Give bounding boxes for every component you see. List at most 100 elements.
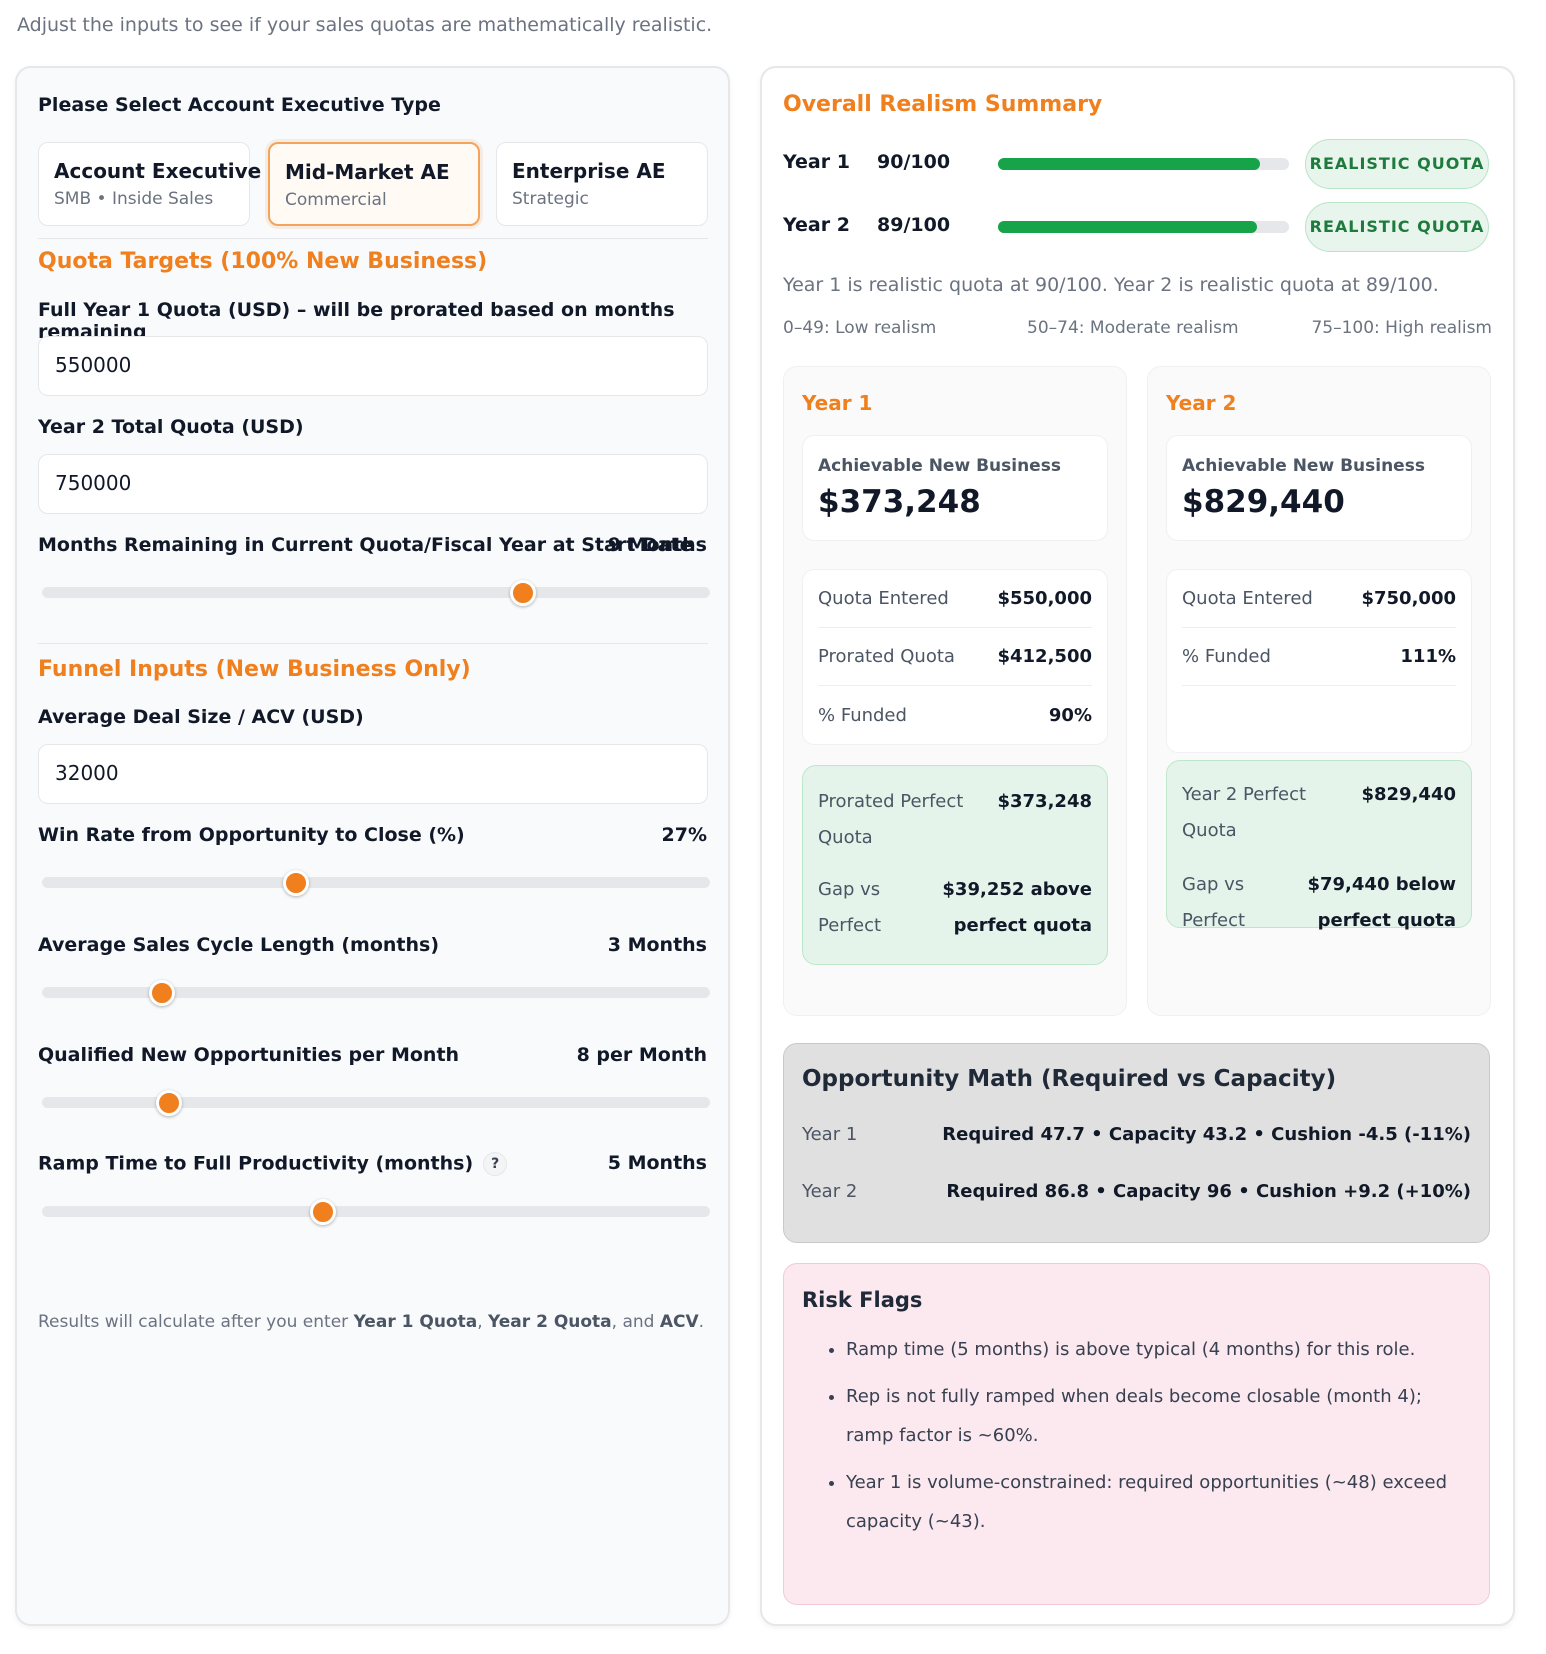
- ae-option-enterprise[interactable]: Enterprise AE Strategic: [496, 142, 708, 226]
- ae-option-title: Account Executive: [54, 159, 262, 183]
- metric-value: $750,000: [1361, 588, 1456, 609]
- risk-item: Rep is not fully ramped when deals becom…: [846, 1377, 1456, 1455]
- risk-item: Ramp time (5 months) is above typical (4…: [846, 1330, 1456, 1369]
- metric-key: % Funded: [818, 704, 907, 726]
- win-rate-label: Win Rate from Opportunity to Close (%): [38, 824, 465, 846]
- sales-cycle-label: Average Sales Cycle Length (months): [38, 934, 440, 956]
- opp-value: Required 86.8 • Capacity 96 • Cushion +9…: [946, 1181, 1471, 1202]
- acv-input[interactable]: 32000: [38, 744, 708, 804]
- risk-flags-title: Risk Flags: [802, 1288, 923, 1312]
- perfect-value: $373,248: [997, 791, 1092, 812]
- slider-thumb[interactable]: [155, 1090, 182, 1116]
- summary-title: Overall Realism Summary: [783, 92, 1103, 117]
- note-acv: ACV: [659, 1312, 699, 1332]
- divider: [38, 238, 708, 239]
- metric-key: % Funded: [1182, 646, 1271, 667]
- year1-achievable-card: Achievable New Business $373,248: [802, 435, 1108, 541]
- score-value: 89/100: [877, 214, 951, 236]
- year1-quota-input[interactable]: 550000: [38, 336, 708, 396]
- win-rate-value: 27%: [661, 824, 707, 846]
- ae-option-account-executive[interactable]: Account Executive SMB • Inside Sales: [38, 142, 262, 226]
- opp-year: Year 1: [802, 1124, 858, 1145]
- risk-item: Year 1 is volume-constrained: required o…: [846, 1463, 1456, 1541]
- acv-label: Average Deal Size / ACV (USD): [38, 706, 364, 728]
- metric-key: Prorated Quota: [818, 646, 955, 667]
- gap-value: $79,440 below perfect quota: [1307, 874, 1456, 931]
- risk-flags-card: Risk Flags Ramp time (5 months) is above…: [783, 1263, 1490, 1605]
- ramp-time-slider[interactable]: [42, 1199, 710, 1225]
- ae-option-subtitle: SMB • Inside Sales: [54, 189, 214, 209]
- slider-thumb[interactable]: [282, 870, 309, 896]
- summary-text: Year 1 is realistic quota at 90/100. Yea…: [783, 274, 1439, 296]
- year1-metrics-card: Quota Entered $550,000 Prorated Quota $4…: [802, 569, 1108, 745]
- metric-value: 111%: [1400, 646, 1456, 667]
- note-text: Results will calculate after you enter: [38, 1312, 354, 1332]
- sales-cycle-slider[interactable]: [42, 980, 710, 1006]
- metric-value: $550,000: [997, 588, 1092, 609]
- perfect-key: Year 2 Perfect Quota: [1182, 784, 1307, 841]
- help-icon[interactable]: ?: [483, 1152, 508, 1176]
- note-year2: Year 2 Quota: [488, 1312, 612, 1332]
- ramp-time-label: Ramp Time to Full Productivity (months): [38, 1152, 474, 1175]
- perfect-row: Year 2 Perfect Quota $829,440: [1182, 777, 1456, 849]
- score-bar: [998, 221, 1289, 233]
- opp-year: Year 2: [802, 1181, 858, 1202]
- results-panel: Overall Realism Summary Year 1 90/100 RE…: [760, 66, 1515, 1626]
- divider: [38, 643, 708, 644]
- year1-column: Year 1 Achievable New Business $373,248 …: [783, 366, 1127, 1016]
- metric-row: Quota Entered $550,000: [818, 570, 1092, 628]
- note-year1: Year 1 Quota: [353, 1312, 478, 1332]
- opps-per-month-slider[interactable]: [42, 1090, 710, 1116]
- ramp-time-label-row: Ramp Time to Full Productivity (months)?: [38, 1152, 508, 1176]
- year1-perfect-card: Prorated Perfect Quota $373,248 Gap vs Per…: [802, 765, 1108, 965]
- year2-quota-label: Year 2 Total Quota (USD): [38, 416, 304, 438]
- year2-column: Year 2 Achievable New Business $829,440 …: [1147, 366, 1491, 1016]
- metric-key: Quota Entered: [1182, 588, 1313, 609]
- note-text: , and: [611, 1312, 660, 1332]
- metric-value: 90%: [1048, 704, 1092, 726]
- slider-thumb[interactable]: [309, 1199, 336, 1225]
- legend-high: 75–100: High realism: [1311, 318, 1492, 338]
- sales-cycle-value: 3 Months: [607, 934, 707, 956]
- score-bar-fill: [998, 158, 1260, 170]
- ae-option-subtitle: Commercial: [285, 190, 387, 210]
- page-intro: Adjust the inputs to see if your sales q…: [17, 14, 713, 36]
- risk-list: Ramp time (5 months) is above typical (4…: [826, 1330, 1456, 1549]
- note-text: .: [698, 1312, 705, 1332]
- ae-type-heading: Please Select Account Executive Type: [38, 94, 441, 116]
- year2-quota-input[interactable]: 750000: [38, 454, 708, 514]
- gap-value: $39,252 above perfect quota: [942, 879, 1092, 936]
- year2-title: Year 2: [1166, 391, 1237, 415]
- score-value: 90/100: [877, 151, 951, 173]
- achievable-label: Achievable New Business: [1182, 456, 1425, 476]
- ae-option-subtitle: Strategic: [512, 189, 589, 209]
- score-bar: [998, 158, 1289, 170]
- metric-row: Prorated Quota $412,500: [818, 628, 1092, 686]
- score-year: Year 1: [783, 151, 850, 173]
- win-rate-slider[interactable]: [42, 870, 710, 896]
- calculation-note: Results will calculate after you enter Y…: [38, 1312, 704, 1332]
- achievable-label: Achievable New Business: [818, 456, 1061, 476]
- metric-row: % Funded 90%: [818, 686, 1092, 744]
- slider-thumb[interactable]: [149, 980, 176, 1006]
- score-bar-fill: [998, 221, 1257, 233]
- realism-badge: REALISTIC QUOTA: [1305, 202, 1489, 252]
- perfect-value: $829,440: [1361, 784, 1456, 805]
- achievable-value: $829,440: [1182, 484, 1345, 520]
- ae-option-title: Enterprise AE: [512, 159, 666, 183]
- ae-option-title: Mid-Market AE: [285, 160, 450, 184]
- realism-badge: REALISTIC QUOTA: [1305, 139, 1489, 189]
- slider-thumb[interactable]: [509, 580, 536, 606]
- ae-option-mid-market[interactable]: Mid-Market AE Commercial: [268, 142, 480, 226]
- legend-low: 0–49: Low realism: [783, 318, 937, 338]
- months-remaining-slider[interactable]: [42, 580, 710, 606]
- months-remaining-value: 9 Months: [607, 534, 707, 556]
- gap-row: Gap vs Perfect $79,440 below perfect quota: [1182, 867, 1456, 939]
- year2-achievable-card: Achievable New Business $829,440: [1166, 435, 1472, 541]
- metric-row: Quota Entered $750,000: [1182, 570, 1456, 628]
- gap-key: Gap vs Perfect: [1182, 874, 1246, 931]
- metric-value: $412,500: [997, 646, 1092, 667]
- opportunity-math-card: Opportunity Math (Required vs Capacity) …: [783, 1043, 1490, 1243]
- metric-row: % Funded 111%: [1182, 628, 1456, 686]
- perfect-key: Prorated Perfect Quota: [818, 791, 964, 848]
